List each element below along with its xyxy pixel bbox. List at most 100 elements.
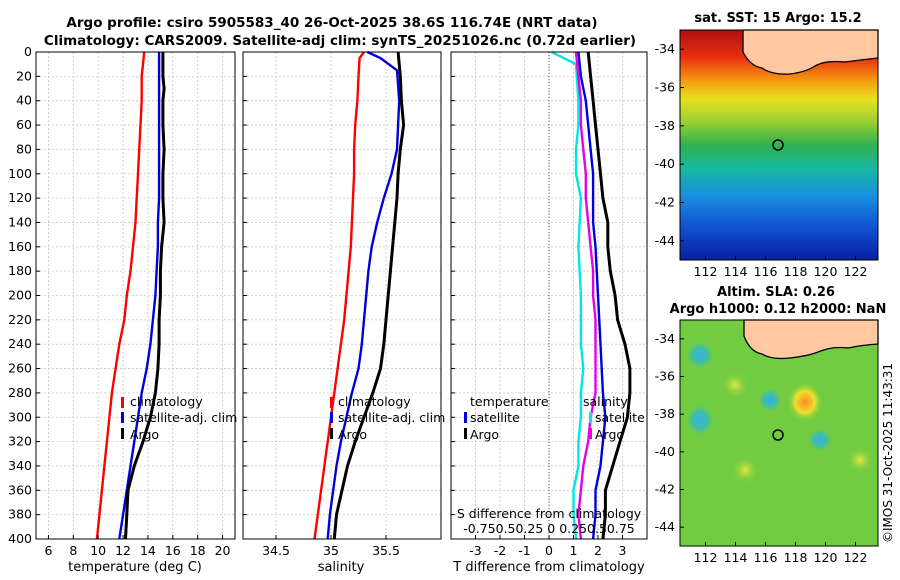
sla-cold-eddy (758, 388, 782, 412)
legend-swatch-argo (121, 428, 124, 439)
x-tick-label: 35.5 (372, 543, 400, 558)
x-tick-label: 6 (44, 543, 52, 558)
map-y-tick-label: -40 (655, 444, 675, 459)
legend-swatch-t-satellite (464, 412, 467, 423)
x-tick-label: -1 (518, 543, 530, 558)
sla-map-frame (679, 319, 879, 547)
map-y-tick-label: -40 (655, 156, 675, 171)
imos-watermark: ©IMOS 31-Oct-2025 11:43:31 (881, 362, 895, 543)
legend-label-t-argo: Argo (470, 427, 499, 442)
legend-label-satellite-adj: satellite-adj. clim (130, 410, 237, 425)
legend-swatch-s-satellite (589, 412, 592, 423)
series-line-argo (124, 52, 166, 540)
sla-argo-marker (772, 429, 784, 441)
sla-high-spot (846, 446, 874, 474)
temperature-difference-legend: temperature satellite Argo (464, 394, 549, 442)
map-x-tick-label: 116 (754, 264, 778, 279)
y-tick-label: 180 (8, 263, 32, 278)
salinity-panel: 34.5 35 35.5 salinity climatology satellit… (242, 50, 445, 575)
legend-label-satellite-adj: satellite-adj. clim (338, 410, 445, 425)
legend-swatch-climatology (330, 397, 333, 408)
map-x-tick-label: 112 (694, 264, 718, 279)
y-tick-label: 120 (8, 190, 32, 205)
sla-warm-eddy (787, 382, 823, 422)
temperature-ticks: 0 20 40 60 80 100 120 140 160 180 200 220 240 260 280 3… (8, 44, 230, 558)
series-line-satellite-adj-clim (326, 50, 401, 540)
figure-title-line2: Climatology: CARS2009. Satellite-adj cli… (44, 33, 636, 49)
legend-label-s-satellite: satellite (595, 410, 645, 425)
sst-map-panel: sat. SST: 15 Argo: 15.2 112 114 116 118 120 1… (655, 11, 879, 279)
y-tick-label: 20 (16, 68, 32, 83)
x-tick-label: 16 (165, 543, 181, 558)
difference-panel: -3 -2 -1 0 1 2 3 T difference from climatology… (450, 50, 648, 575)
map-y-tick-label: -36 (655, 80, 675, 95)
map-y-tick-label: -34 (655, 331, 675, 346)
x-tick-label: 2 (594, 543, 602, 558)
x-tick-label: 34.5 (262, 543, 290, 558)
map-x-tick-label: 116 (754, 550, 778, 565)
series-line-climatology (95, 51, 146, 540)
y-tick-label: 280 (8, 385, 32, 400)
legend-label-argo: Argo (338, 427, 367, 442)
y-tick-label: 260 (8, 361, 32, 376)
difference-series (550, 50, 632, 540)
sla-cold-eddy (808, 428, 832, 452)
legend-swatch-climatology (121, 397, 124, 408)
s-difference-ticks: -0.750.50.25 0 0.250.50.75 (463, 521, 635, 536)
temperature-legend: climatology satellite-adj. clim Argo (121, 394, 237, 442)
y-tick-label: 140 (8, 214, 32, 229)
difference-ticks: -3 -2 -1 0 1 2 3 (451, 51, 627, 558)
sst-land-coastline (742, 29, 879, 75)
map-x-tick-label: 120 (814, 264, 838, 279)
series-line-argo (332, 51, 406, 540)
y-tick-label: 100 (8, 166, 32, 181)
y-tick-label: 320 (8, 434, 32, 449)
y-tick-label: 400 (8, 531, 32, 546)
x-tick-label: 35 (323, 543, 339, 558)
map-y-tick-label: -38 (655, 406, 675, 421)
map-y-tick-label: -44 (655, 519, 675, 534)
sla-high-spot (731, 456, 759, 484)
series-line-s-argo (574, 51, 597, 540)
sla-high-spot (721, 371, 749, 399)
map-x-tick-label: 114 (724, 550, 748, 565)
y-tick-label: 340 (8, 458, 32, 473)
x-tick-label: 14 (140, 543, 156, 558)
map-x-tick-label: 122 (844, 550, 868, 565)
x-tick-label: 8 (69, 543, 77, 558)
y-tick-label: 160 (8, 239, 32, 254)
legend-swatch-satellite-adj (121, 412, 124, 423)
sst-argo-marker (772, 139, 784, 151)
y-tick-label: 200 (8, 288, 32, 303)
map-x-tick-label: 120 (814, 550, 838, 565)
y-tick-label: 220 (8, 312, 32, 327)
difference-grid (451, 51, 647, 540)
series-line-s-satellite (550, 50, 585, 540)
map-y-tick-label: -44 (655, 233, 675, 248)
difference-xlabel: T difference from climatology (452, 560, 645, 575)
map-y-tick-label: -42 (655, 195, 675, 210)
sla-cold-eddy (686, 341, 714, 369)
salinity-grid (243, 51, 441, 540)
temperature-panel: 0 20 40 60 80 100 120 140 160 180 200 220 240 260 280 3… (8, 44, 237, 575)
y-tick-label: 360 (8, 482, 32, 497)
sst-map-ticks: 112 114 116 118 120 122 -34 -36 -38 -40 -42 -44 (655, 41, 868, 279)
x-tick-label: 18 (190, 543, 206, 558)
legend-swatch-s-argo (589, 428, 592, 439)
temperature-series (95, 51, 166, 540)
salinity-xlabel: salinity (318, 560, 365, 575)
s-difference-label: S difference from climatology (457, 506, 642, 521)
map-y-tick-label: -42 (655, 482, 675, 497)
x-tick-label: 3 (619, 543, 627, 558)
y-tick-label: 240 (8, 336, 32, 351)
map-x-tick-label: 114 (724, 264, 748, 279)
sla-map-title-line2: Argo h1000: 0.12 h2000: NaN (670, 302, 887, 317)
legend-swatch-satellite-adj (330, 412, 333, 423)
x-tick-label: -2 (494, 543, 506, 558)
series-line-t-satellite (577, 51, 607, 540)
x-tick-label: 1 (570, 543, 578, 558)
map-y-tick-label: -38 (655, 118, 675, 133)
figure-title-line1: Argo profile: csiro 5905583_40 26-Oct-20… (66, 15, 597, 31)
legend-title-salinity: salinity (583, 394, 628, 409)
